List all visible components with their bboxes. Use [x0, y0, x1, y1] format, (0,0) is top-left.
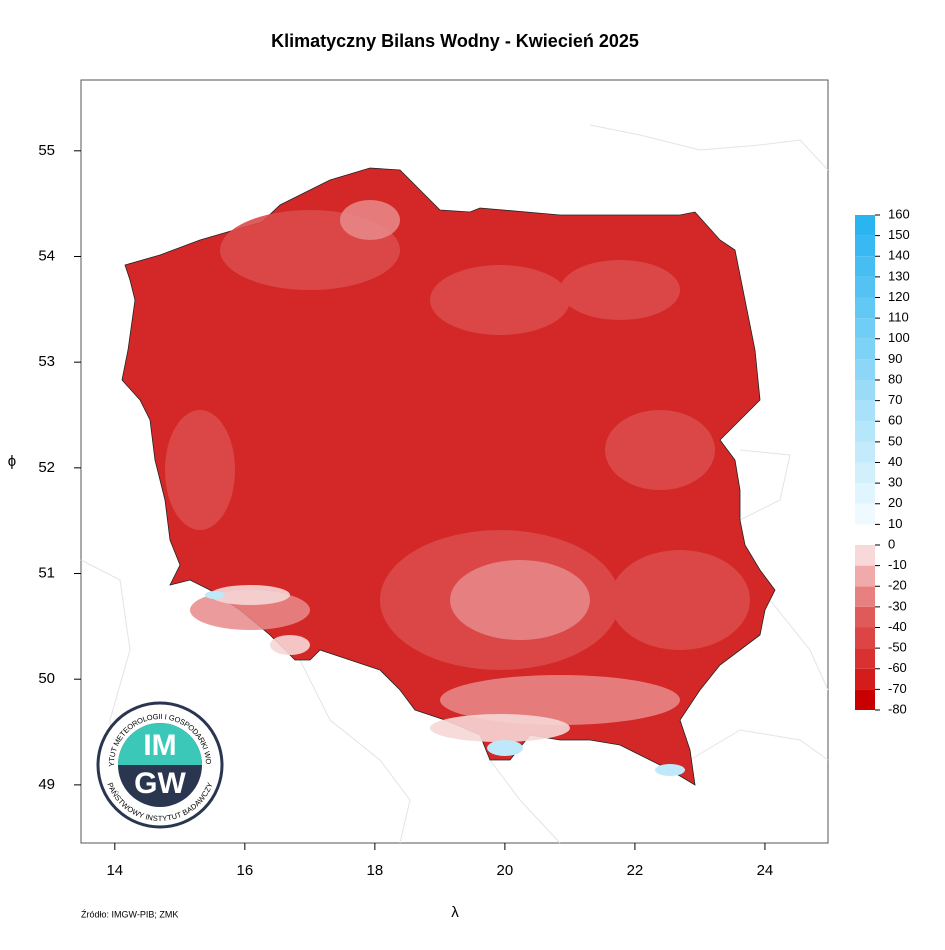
- x-tick-label: 14: [106, 862, 123, 879]
- colorbar-tick-label: -10: [888, 557, 907, 572]
- colorbar-tick-label: -30: [888, 598, 907, 613]
- colorbar-segment: [855, 627, 875, 649]
- colorbar-tick-label: 0: [888, 536, 895, 551]
- colorbar-segment: [855, 689, 875, 710]
- y-tick-label: 53: [38, 353, 55, 370]
- colorbar-segment: [855, 380, 875, 401]
- colorbar-tick-label: 150: [888, 227, 910, 242]
- colorbar-tick-label: 70: [888, 392, 902, 407]
- colorbar-tick-label: 30: [888, 475, 902, 490]
- colorbar-tick-label: 10: [888, 516, 902, 531]
- colorbar-segment: [855, 606, 875, 628]
- colorbar-segment: [855, 503, 875, 525]
- x-tick-label: 24: [757, 862, 774, 879]
- y-tick-label: 49: [38, 776, 55, 793]
- colorbar-tick-label: 40: [888, 454, 902, 469]
- colorbar-segment: [855, 545, 875, 566]
- source-note: Źródło: IMGW-PIB; ZMK: [81, 909, 178, 919]
- colorbar-segment: [855, 462, 875, 484]
- colorbar-tick-label: 100: [888, 330, 910, 345]
- poland-map: [121, 167, 776, 786]
- colorbar-segment: [855, 524, 875, 545]
- colorbar-tick-label: 120: [888, 289, 910, 304]
- colorbar-segment: [855, 668, 875, 690]
- colorbar-tick-label: 50: [888, 433, 902, 448]
- y-axis-label: ϕ: [8, 453, 16, 470]
- colorbar-tick-label: -60: [888, 660, 907, 675]
- colorbar-segment: [855, 235, 875, 257]
- colorbar-tick-label: -80: [888, 701, 907, 716]
- colorbar-tick-label: 90: [888, 351, 902, 366]
- colorbar-segment: [855, 318, 875, 339]
- y-tick-label: 55: [38, 142, 55, 159]
- colorbar-tick-label: -70: [888, 681, 907, 696]
- x-tick-label: 20: [497, 862, 514, 879]
- x-tick-label: 18: [367, 862, 384, 879]
- colorbar-tick-label: -20: [888, 578, 907, 593]
- colorbar-tick-label: 140: [888, 248, 910, 263]
- colorbar-segment: [855, 648, 875, 669]
- colorbar-segment: [855, 276, 875, 298]
- x-axis-label: λ: [451, 904, 459, 921]
- colorbar-segment: [855, 441, 875, 463]
- y-tick-label: 50: [38, 670, 55, 687]
- colorbar-tick-label: 20: [888, 495, 902, 510]
- colorbar-segment: [855, 215, 875, 236]
- colorbar-tick-label: -50: [888, 640, 907, 655]
- colorbar-segment: [855, 400, 875, 422]
- colorbar-segment: [855, 338, 875, 360]
- colorbar-tick-label: 60: [888, 413, 902, 428]
- y-tick-label: 52: [38, 459, 55, 476]
- title: Klimatyczny Bilans Wodny - Kwiecień 2025: [271, 31, 639, 51]
- colorbar-segment: [855, 565, 875, 587]
- logo-top: IM: [143, 729, 176, 762]
- colorbar-segment: [855, 483, 875, 504]
- colorbar-segment: [855, 421, 875, 442]
- neighbor-borders: [80, 124, 829, 844]
- colorbar-segment: [855, 359, 875, 380]
- x-tick-label: 22: [627, 862, 644, 879]
- colorbar-tick-label: 130: [888, 268, 910, 283]
- x-tick-label: 16: [236, 862, 253, 879]
- colorbar-segment: [855, 586, 875, 607]
- colorbar-segment: [855, 297, 875, 319]
- colorbar-tick-label: -40: [888, 619, 907, 634]
- colorbar-tick-label: 110: [888, 310, 909, 325]
- colorbar-segment: [855, 256, 875, 277]
- colorbar-tick-label: 160: [888, 206, 910, 221]
- logo-bottom: GW: [134, 767, 186, 800]
- y-tick-label: 51: [38, 564, 55, 581]
- y-tick-label: 54: [38, 247, 55, 264]
- colorbar-tick-label: 80: [888, 371, 902, 386]
